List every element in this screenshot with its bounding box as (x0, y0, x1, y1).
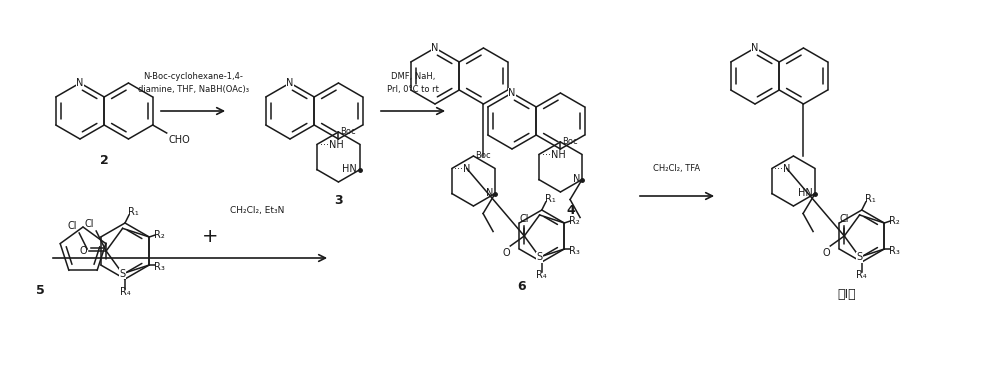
Text: R₂: R₂ (569, 216, 580, 226)
Text: R₃: R₃ (889, 246, 900, 256)
Text: R₄: R₄ (120, 287, 130, 297)
Text: Boc: Boc (562, 138, 578, 146)
Text: CH₂Cl₂, TFA: CH₂Cl₂, TFA (653, 164, 701, 173)
Text: R₄: R₄ (536, 270, 547, 280)
Text: CH₂Cl₂, Et₃N: CH₂Cl₂, Et₃N (230, 206, 284, 216)
Text: N: N (431, 43, 439, 53)
Text: Cl: Cl (68, 221, 77, 231)
Text: Cl: Cl (85, 219, 94, 229)
Text: N: N (286, 78, 294, 88)
Text: ···N: ···N (454, 164, 470, 173)
Text: O: O (502, 248, 510, 258)
Text: N: N (573, 175, 580, 184)
Text: Cl: Cl (840, 214, 849, 224)
Text: ···NH: ···NH (542, 149, 566, 160)
Text: HN: HN (342, 164, 357, 175)
Text: S: S (120, 269, 126, 279)
Text: N: N (486, 188, 493, 198)
Text: Boc: Boc (340, 127, 356, 137)
Text: R₁: R₁ (128, 207, 139, 217)
Text: CHO: CHO (169, 135, 190, 145)
Text: R₃: R₃ (154, 262, 165, 272)
Text: （Ⅰ）: （Ⅰ） (837, 288, 856, 300)
Text: +: + (202, 227, 218, 246)
Text: R₁: R₁ (545, 194, 556, 204)
Text: N-Boc-cyclohexane-1,4-: N-Boc-cyclohexane-1,4- (143, 72, 243, 81)
Text: O: O (80, 246, 87, 256)
Text: Boc: Boc (475, 152, 491, 161)
Text: N: N (751, 43, 759, 53)
Text: 2: 2 (100, 154, 109, 168)
Text: ···N: ···N (774, 164, 790, 173)
Text: 5: 5 (36, 284, 44, 298)
Text: R₂: R₂ (889, 216, 900, 226)
Text: S: S (537, 252, 543, 262)
Text: PrI, 0°C to rt: PrI, 0°C to rt (387, 85, 439, 94)
Text: 6: 6 (517, 280, 526, 292)
Text: N: N (76, 78, 84, 88)
Text: HN: HN (798, 188, 813, 198)
Text: R₂: R₂ (154, 230, 165, 240)
Text: R₁: R₁ (865, 194, 876, 204)
Text: Cl: Cl (520, 214, 529, 224)
Text: S: S (857, 252, 863, 262)
Text: R₃: R₃ (569, 246, 580, 256)
Text: 3: 3 (334, 194, 343, 206)
Text: N: N (508, 88, 516, 98)
Text: ···NH: ···NH (320, 139, 344, 149)
Text: R₄: R₄ (856, 270, 867, 280)
Text: 4: 4 (566, 203, 575, 217)
Text: diamine, THF, NaBH(OAc)₃: diamine, THF, NaBH(OAc)₃ (138, 85, 248, 94)
Text: O: O (822, 248, 830, 258)
Text: DMF, NaH,: DMF, NaH, (391, 72, 435, 81)
